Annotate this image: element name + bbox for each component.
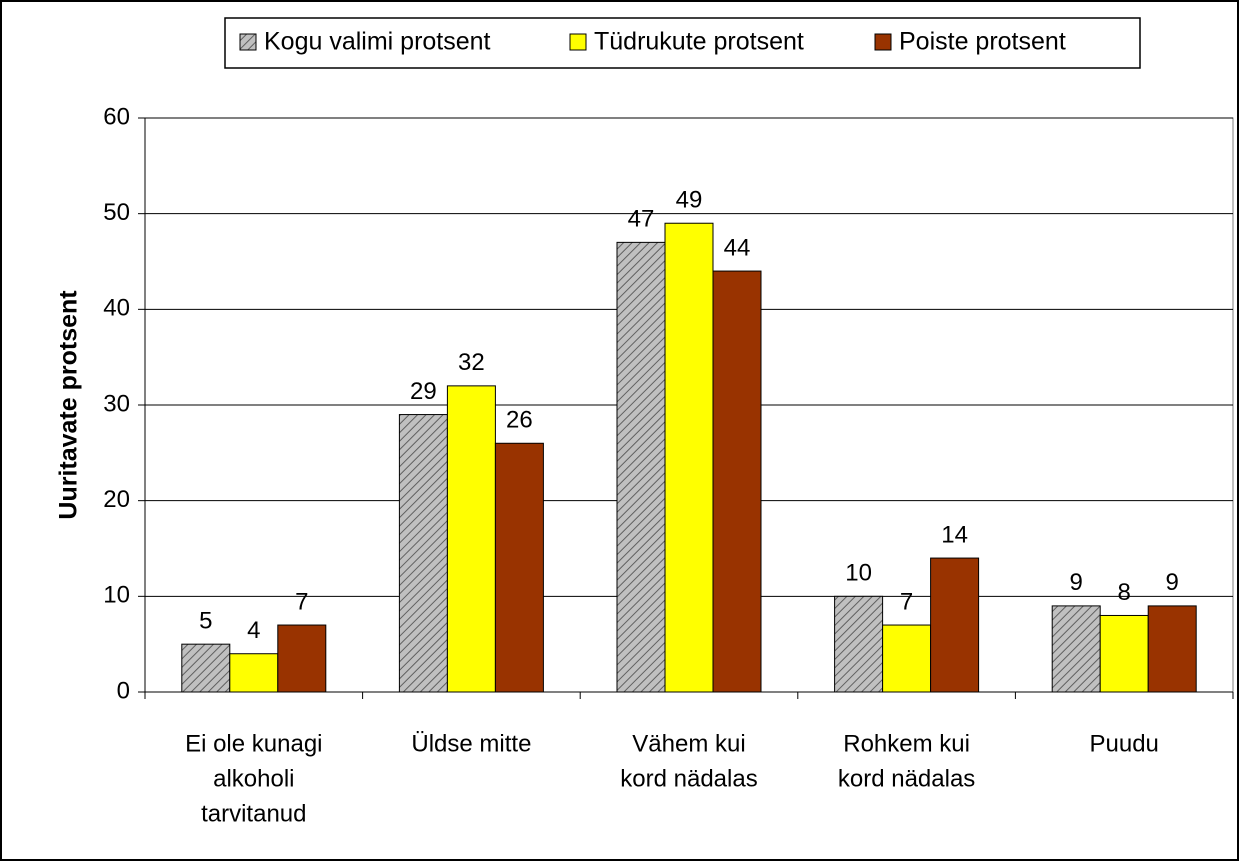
y-axis-label: Uuritavate protsent: [55, 290, 83, 520]
data-label: 44: [724, 234, 751, 261]
x-tick-label: alkoholi: [213, 765, 294, 792]
x-tick-label: Rohkem kui: [843, 730, 970, 757]
bar: [398, 414, 448, 693]
legend-label: Poiste protsent: [899, 28, 1066, 56]
bar: [664, 222, 714, 693]
x-tick-label: kord nädalas: [620, 765, 757, 792]
bar: [712, 270, 762, 693]
bar: [882, 624, 932, 693]
data-label: 47: [628, 206, 655, 233]
legend-label: Kogu valimi protsent: [264, 28, 491, 56]
y-tick-label: 60: [103, 103, 130, 130]
x-tick-label: kord nädalas: [838, 765, 975, 792]
y-tick-label: 20: [103, 486, 130, 513]
y-tick-label: 30: [103, 390, 130, 417]
bar: [616, 241, 666, 693]
x-tick-label: tarvitanud: [201, 800, 306, 827]
bar: [277, 624, 327, 693]
y-tick-label: 40: [103, 295, 130, 322]
data-label: 7: [900, 588, 913, 615]
data-label: 49: [676, 187, 703, 214]
data-label: 32: [458, 349, 485, 376]
x-tick-label: Ei ole kunagi: [185, 730, 322, 757]
y-tick-label: 0: [117, 677, 130, 704]
bar: [1147, 605, 1197, 693]
bar: [834, 595, 884, 693]
legend-swatch: [569, 33, 587, 51]
bar: [494, 442, 544, 693]
data-label: 14: [941, 521, 968, 548]
data-label: 5: [199, 608, 212, 635]
x-tick-label: Vähem kui: [632, 730, 745, 757]
data-label: 10: [845, 560, 872, 587]
x-tick-label: Puudu: [1089, 730, 1158, 757]
data-label: 4: [247, 617, 260, 644]
bar: [1099, 614, 1149, 693]
data-label: 9: [1166, 569, 1179, 596]
bar: [1051, 605, 1101, 693]
y-tick-label: 50: [103, 199, 130, 226]
bar: [930, 557, 980, 693]
legend-swatch: [239, 33, 257, 51]
y-tick-label: 10: [103, 582, 130, 609]
legend-swatch: [874, 33, 892, 51]
data-label: 29: [410, 378, 437, 405]
legend-label: Tüdrukute protsent: [594, 28, 804, 56]
data-label: 26: [506, 407, 533, 434]
data-label: 9: [1070, 569, 1083, 596]
bar: [181, 643, 231, 693]
data-label: 8: [1118, 579, 1131, 606]
data-label: 7: [295, 588, 308, 615]
legend: [224, 17, 1141, 69]
bar: [229, 653, 279, 693]
x-tick-label: Üldse mitte: [411, 730, 531, 757]
bar: [446, 385, 496, 693]
